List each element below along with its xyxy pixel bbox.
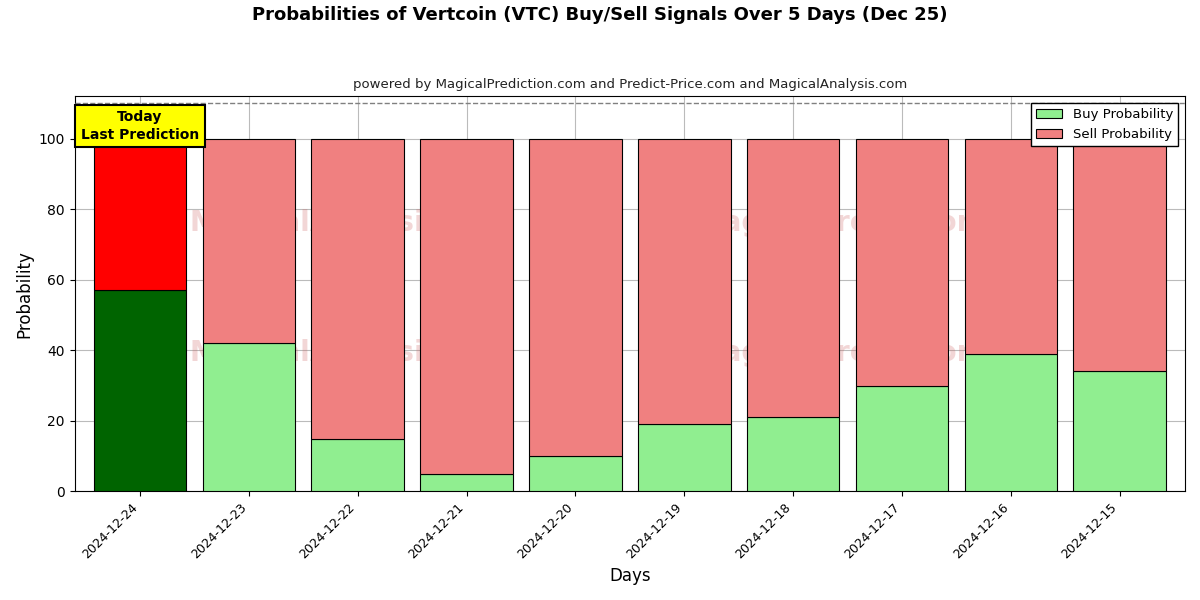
Bar — [965, 139, 1057, 354]
Bar — [746, 418, 839, 491]
Text: MagicalPrediction.com: MagicalPrediction.com — [696, 339, 1052, 367]
X-axis label: Days: Days — [610, 567, 650, 585]
Bar — [94, 290, 186, 491]
Bar — [420, 139, 512, 474]
Bar — [312, 439, 404, 491]
Bar — [638, 424, 731, 491]
Bar — [529, 456, 622, 491]
Bar — [746, 139, 839, 418]
Bar — [638, 139, 731, 424]
Legend: Buy Probability, Sell Probability: Buy Probability, Sell Probability — [1031, 103, 1178, 146]
Text: Probabilities of Vertcoin (VTC) Buy/Sell Signals Over 5 Days (Dec 25): Probabilities of Vertcoin (VTC) Buy/Sell… — [252, 6, 948, 24]
Bar — [203, 139, 295, 343]
Bar — [1074, 371, 1166, 491]
Bar — [965, 354, 1057, 491]
Bar — [203, 343, 295, 491]
Bar — [312, 139, 404, 439]
Title: powered by MagicalPrediction.com and Predict-Price.com and MagicalAnalysis.com: powered by MagicalPrediction.com and Pre… — [353, 78, 907, 91]
Bar — [1074, 139, 1166, 371]
Bar — [856, 386, 948, 491]
Bar — [529, 139, 622, 456]
Bar — [420, 474, 512, 491]
Text: Today
Last Prediction: Today Last Prediction — [80, 110, 199, 142]
Text: MagicalAnalysis.com: MagicalAnalysis.com — [190, 339, 515, 367]
Text: MagicalAnalysis.com: MagicalAnalysis.com — [190, 209, 515, 237]
Text: MagicalPrediction.com: MagicalPrediction.com — [696, 209, 1052, 237]
Bar — [856, 139, 948, 386]
Y-axis label: Probability: Probability — [16, 250, 34, 338]
Bar — [94, 139, 186, 290]
